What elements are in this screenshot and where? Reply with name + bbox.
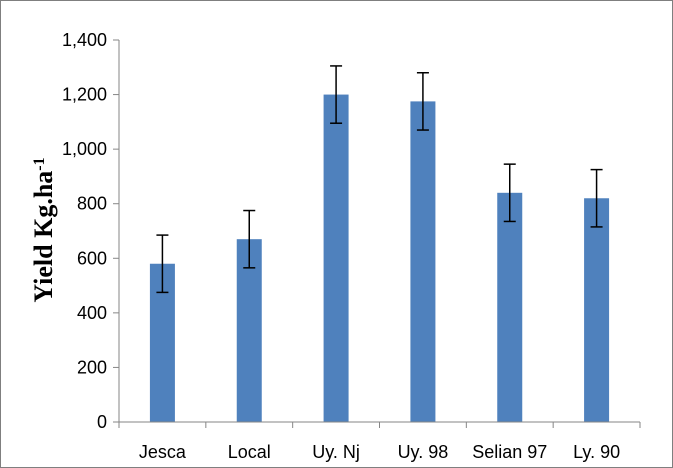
y-tick-label: 1,000 [62, 139, 107, 159]
x-axis-ticks: Jesca Local Uy. Nj Uy. 98 Selian 97 Ly. 90 [118, 422, 641, 462]
bar [497, 192, 523, 422]
error-bar [330, 65, 343, 124]
x-tick-label: Ly. 90 [573, 442, 620, 462]
y-axis-label-main: Yield Kg.ha [29, 171, 58, 303]
y-axis-ticks: 0 200 400 600 800 1,000 1,200 1,400 [62, 30, 119, 432]
bar [236, 239, 262, 422]
error-bars [156, 65, 603, 294]
bar [410, 101, 436, 423]
bar [323, 94, 349, 423]
y-tick-label: 600 [77, 248, 107, 268]
y-tick-label: 400 [77, 303, 107, 323]
error-bar [503, 163, 516, 223]
x-tick-label: Uy. Nj [312, 442, 360, 462]
error-bar [416, 71, 429, 131]
x-tick-label: Uy. 98 [398, 442, 449, 462]
y-tick-label: 200 [77, 357, 107, 377]
error-bar [590, 168, 603, 228]
x-tick-label: Jesca [139, 442, 187, 462]
x-tick-label: Local [228, 442, 271, 462]
error-bar [156, 234, 169, 294]
y-axis-label: Yield Kg.ha-1 [29, 157, 58, 302]
x-tick-label: Selian 97 [472, 442, 547, 462]
error-bar [243, 209, 256, 269]
bars [149, 94, 610, 423]
y-axis-label-superscript: -1 [31, 157, 48, 170]
y-tick-label: 1,400 [62, 30, 107, 50]
y-tick-label: 1,200 [62, 85, 107, 105]
y-tick-label: 0 [97, 412, 107, 432]
y-tick-label: 800 [77, 194, 107, 214]
bar [584, 198, 610, 422]
